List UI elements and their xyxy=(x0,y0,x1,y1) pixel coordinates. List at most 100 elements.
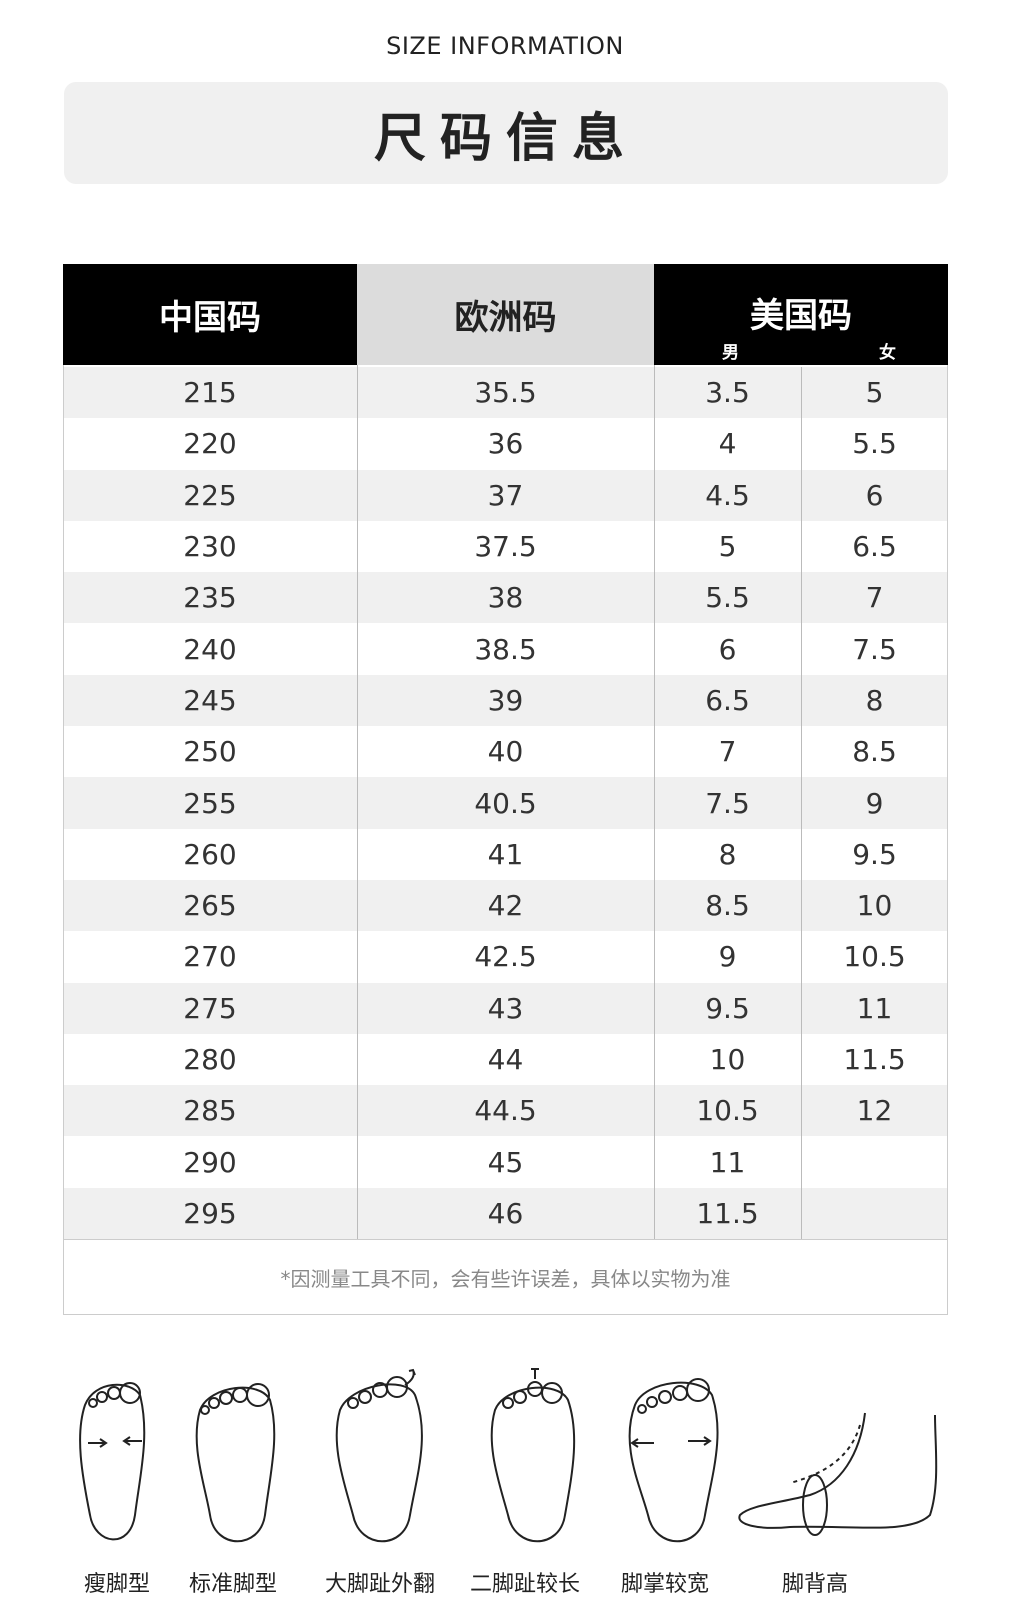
row-bg xyxy=(63,880,948,932)
table-cell: 3.5 xyxy=(705,376,750,410)
table-cell: 235 xyxy=(183,581,237,615)
table-cell: 9.5 xyxy=(852,837,897,871)
table-cell: 10 xyxy=(709,1043,746,1077)
row-bg xyxy=(63,674,948,727)
column-divider xyxy=(357,365,358,1240)
table-cell: 6 xyxy=(865,478,884,512)
row-bg xyxy=(63,1033,948,1086)
header-cell: 中国码 xyxy=(63,264,357,365)
table-cell: 11 xyxy=(856,991,893,1025)
table-cell: 7.5 xyxy=(852,632,897,666)
foot-bunion xyxy=(335,1368,423,1543)
subheader: 女 xyxy=(879,342,896,363)
table-cell: 39 xyxy=(487,683,524,717)
table-cell: 42 xyxy=(487,889,524,923)
table-cell: 40.5 xyxy=(474,786,537,820)
table-cell: 11.5 xyxy=(696,1196,759,1230)
header-cell: 欧洲码 xyxy=(357,264,654,365)
table-cell: 43 xyxy=(487,991,524,1025)
table-cell: 8 xyxy=(865,683,884,717)
table-cell: 7 xyxy=(718,735,737,769)
title-banner: 尺码信息 xyxy=(64,82,948,184)
foot-slim xyxy=(79,1382,146,1541)
table-cell: 285 xyxy=(183,1094,237,1128)
table-cell: 4 xyxy=(718,427,737,461)
table-cell: 255 xyxy=(183,786,237,820)
table-cell: 5 xyxy=(865,376,884,410)
table-cell: 250 xyxy=(183,735,237,769)
table-cell: 41 xyxy=(487,837,524,871)
table-cell: 37.5 xyxy=(474,530,537,564)
foot-label: 脚掌较宽 xyxy=(620,1572,709,1597)
column-divider xyxy=(63,365,64,1240)
table-cell: 230 xyxy=(183,530,237,564)
foot-illustrations xyxy=(79,1368,938,1543)
foot-label: 瘦脚型 xyxy=(83,1572,150,1597)
table-cell: 8.5 xyxy=(705,889,750,923)
table-cell: 38.5 xyxy=(474,632,537,666)
table-cell: 9.5 xyxy=(705,991,750,1025)
table-cell: 245 xyxy=(183,683,237,717)
column-divider xyxy=(654,365,655,1240)
header-cell: 美国码 xyxy=(654,264,948,365)
row-bg xyxy=(63,1085,948,1137)
foot-label: 脚背高 xyxy=(781,1572,848,1597)
table-cell: 37 xyxy=(487,478,524,512)
table-cell: 295 xyxy=(183,1196,237,1230)
row-bg xyxy=(63,982,948,1034)
table-cell: 9 xyxy=(718,940,737,974)
column-divider xyxy=(947,365,948,1240)
table-cell: 35.5 xyxy=(474,376,537,410)
table-cell: 44 xyxy=(487,1043,524,1077)
table-cell: 290 xyxy=(183,1145,237,1179)
table-cell: 10.5 xyxy=(843,940,906,974)
table-cell: 260 xyxy=(183,837,237,871)
table-cell: 5.5 xyxy=(705,581,750,615)
foot-label: 标准脚型 xyxy=(188,1572,277,1597)
table-cell: 10 xyxy=(856,889,893,923)
row-bg xyxy=(63,623,948,675)
foot-standard xyxy=(195,1383,276,1543)
title-cn: 尺码信息 xyxy=(373,108,638,169)
table-cell: 11.5 xyxy=(843,1043,906,1077)
subheader: 男 xyxy=(722,342,739,363)
table-cell: 275 xyxy=(183,991,237,1025)
foot-high-instep xyxy=(738,1412,938,1536)
row-bg xyxy=(63,418,948,470)
table-cell: 8.5 xyxy=(852,735,897,769)
header-text: 美国码 xyxy=(750,296,852,336)
table-cell: 46 xyxy=(487,1196,524,1230)
title-en: SIZE INFORMATION xyxy=(386,32,624,60)
table-cell: 6.5 xyxy=(852,530,897,564)
table-cell: 240 xyxy=(183,632,237,666)
row-bg xyxy=(63,1136,948,1188)
table-cell: 9 xyxy=(865,786,884,820)
row-bg xyxy=(63,469,948,521)
foot-label: 二脚趾较长 xyxy=(469,1572,580,1597)
table-cell: 44.5 xyxy=(474,1094,537,1128)
column-divider xyxy=(801,367,802,1240)
table-cell: 6 xyxy=(718,632,737,666)
table-cell: 220 xyxy=(183,427,237,461)
table-cell: 5.5 xyxy=(852,427,897,461)
table-cell: 10.5 xyxy=(696,1094,759,1128)
header-text: 欧洲码 xyxy=(454,298,557,338)
table-cell: 280 xyxy=(183,1043,237,1077)
row-bg xyxy=(63,520,948,573)
table-cell: 12 xyxy=(856,1094,893,1128)
table-cell: 38 xyxy=(487,581,524,615)
table-cell: 8 xyxy=(718,837,737,871)
table-cell: 225 xyxy=(183,478,237,512)
row-bg xyxy=(63,726,948,778)
table-cell: 11 xyxy=(709,1145,746,1179)
table-cell: 5 xyxy=(718,530,737,564)
row-bg xyxy=(63,367,948,419)
header-text: 中国码 xyxy=(159,298,261,338)
table-cell: 7.5 xyxy=(705,786,750,820)
row-bg xyxy=(63,777,948,829)
row-bg xyxy=(63,828,948,880)
table-cell: 265 xyxy=(183,889,237,923)
table-cell: 7 xyxy=(865,581,884,615)
table-cell: 40 xyxy=(487,735,524,769)
note: *因测量工具不同，会有些许误差，具体以实物为准 xyxy=(63,1239,948,1316)
